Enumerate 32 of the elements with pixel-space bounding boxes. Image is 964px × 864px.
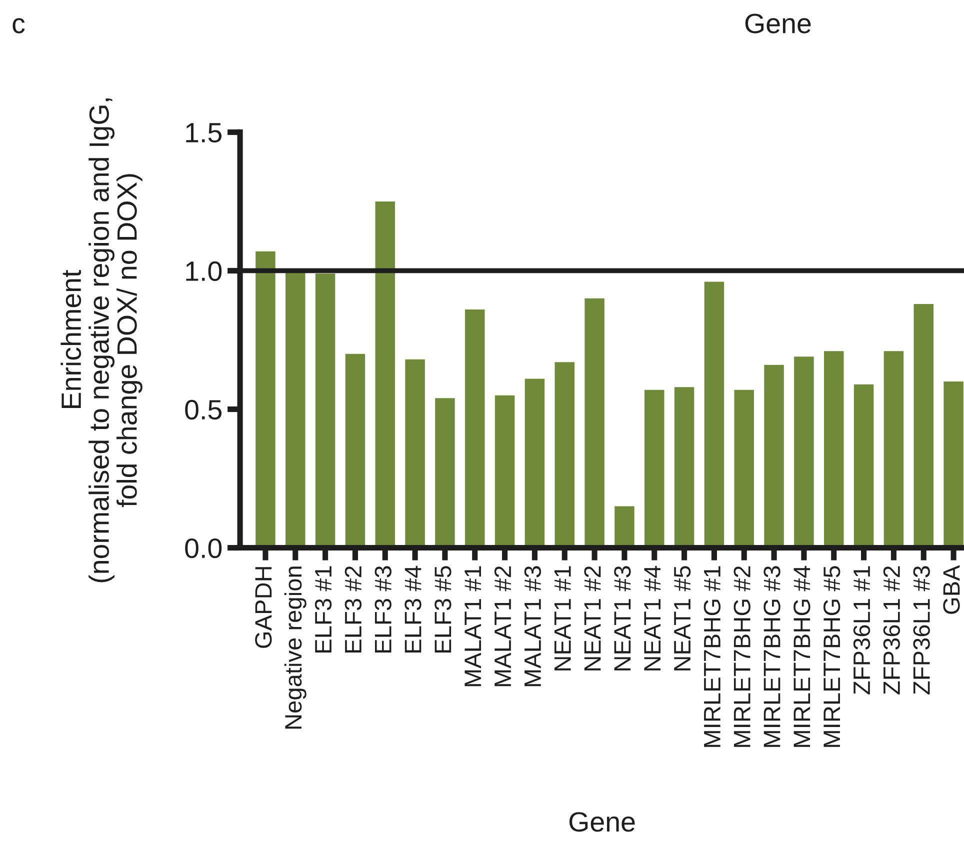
x-tick-label: NEAT1 #4 — [644, 566, 660, 670]
x-tick-label: MIRLET7BHG #5 — [823, 566, 840, 747]
x-tick-label: MALAT1 #2 — [494, 566, 511, 686]
y-tick-label: 0.5 — [185, 400, 222, 420]
x-tick-label: Negative region — [284, 566, 306, 729]
x-tick-label: GAPDH — [255, 567, 272, 648]
x-tick-label: ELF3 #5 — [434, 566, 452, 652]
x-tick-label: MIRLET7BHG #1 — [704, 566, 721, 747]
x-tick-label: MIRLET7BHG #4 — [794, 566, 810, 747]
x-tick-label: NEAT1 #1 — [554, 566, 571, 670]
text: Gene — [745, 14, 811, 34]
x-tick-label: ZFP36L1 #1 — [853, 566, 870, 694]
x-tick-label: MALAT1 #3 — [524, 566, 542, 686]
y-tick-label: 0.0 — [185, 538, 222, 558]
x-tick-label: MIRLET7BHG #3 — [764, 566, 780, 747]
x-tick-label: ELF3 #3 — [374, 566, 392, 652]
x-tick-label: GBA — [943, 565, 960, 614]
x-axis-title: Gene — [569, 812, 635, 832]
x-tick-label: NEAT1 #5 — [674, 566, 691, 670]
x-tick-label: MALAT1 #1 — [464, 566, 481, 686]
x-tick-label: NEAT1 #3 — [614, 566, 631, 670]
x-tick-label: ELF3 #1 — [314, 566, 332, 652]
x-tick-label: NEAT1 #2 — [584, 566, 601, 670]
y-tick-label: 1.0 — [186, 261, 222, 282]
x-tick-label: ZFP36L1 #3 — [913, 566, 930, 694]
y-tick-label: 1.5 — [186, 123, 222, 143]
x-tick-label: MIRLET7BHG #2 — [734, 566, 750, 747]
x-tick-label: ELF3 #2 — [344, 566, 362, 652]
text: c — [12, 18, 25, 34]
y-axis-title: Enrichment (normalised to negative region and IgG, fold change DOX/ no DOX) — [60, 98, 142, 582]
x-tick-label: ELF3 #4 — [404, 566, 422, 652]
x-tick-label: ZFP36L1 #2 — [883, 566, 900, 694]
